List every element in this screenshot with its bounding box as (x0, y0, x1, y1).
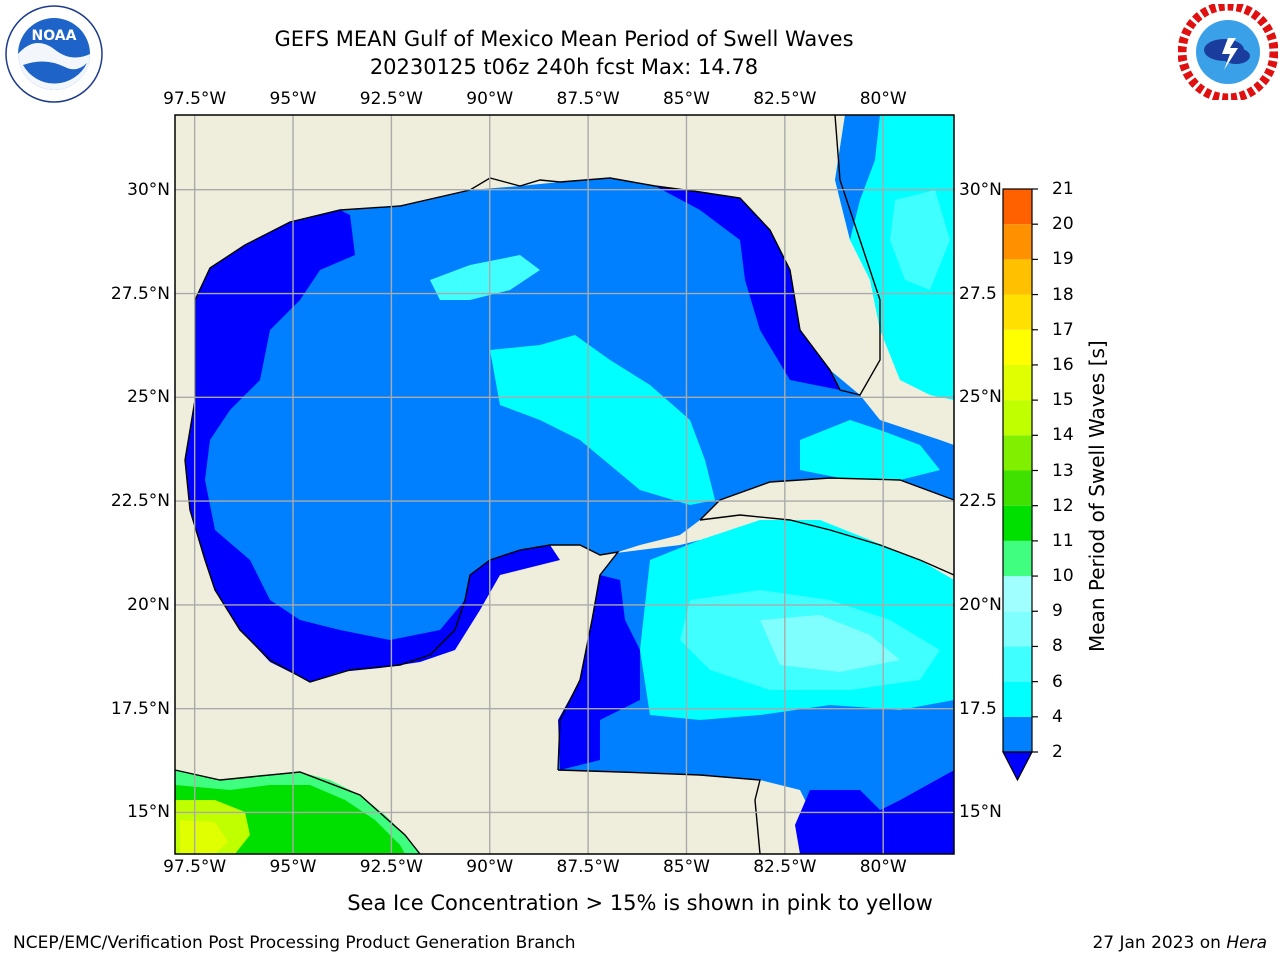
colorbar-under-extension (1002, 751, 1033, 782)
gulf-field-4-6s-north (430, 255, 540, 300)
atlantic-field-2-4s (835, 115, 880, 240)
lat-tick-left: 27.5°N (110, 283, 170, 304)
caribbean-field-8-9s (760, 615, 900, 672)
colorbar-tick-label: 11 (1052, 530, 1074, 551)
lon-tick-bottom: 97.5°W (163, 857, 227, 877)
colorbar-segment (1003, 681, 1032, 717)
colorbar-tick-label: 21 (1052, 179, 1074, 199)
gridlines (175, 115, 954, 854)
lon-tick-top: 82.5°W (753, 89, 817, 109)
colorbar-tick-label: 19 (1052, 249, 1074, 270)
colorbar-segment (1003, 435, 1032, 471)
central-america-coastline (557, 769, 761, 855)
lat-tick-left: 20°N (127, 594, 170, 615)
colorbar-segment (1003, 576, 1032, 612)
lon-tick-bottom: 85°W (662, 857, 710, 877)
lon-tick-bottom: 92.5°W (359, 857, 423, 877)
lon-tick-bottom: 90°W (466, 857, 514, 877)
lon-tick-bottom: 82.5°W (753, 857, 817, 877)
colorbar-segment (1003, 505, 1032, 541)
colorbar-segment (1003, 540, 1032, 577)
svg-text:NOAA: NOAA (32, 28, 77, 44)
lon-tick-top: 92.5°W (359, 89, 423, 109)
coastlines (174, 114, 955, 855)
colorbar-title: Mean Period of Swell Waves [s] (1085, 340, 1109, 652)
map-frame (174, 114, 955, 855)
lat-tick-right: 20°N (959, 594, 1002, 615)
lat-tick-left: 25°N (127, 387, 170, 408)
colorbar-segment (1003, 611, 1032, 647)
colorbar-tick-label: 9 (1052, 601, 1063, 622)
lat-tick-left: 30°N (127, 179, 170, 200)
lon-tick-top: 97.5°W (163, 89, 227, 109)
colorbar-tick-label: 8 (1052, 636, 1063, 657)
colorbar-segment (1003, 294, 1032, 330)
colorbar-segment (1003, 646, 1032, 682)
footer-host: Hera (1226, 933, 1267, 953)
colorbar-tick-label: 17 (1052, 319, 1074, 340)
lon-tick-top: 87.5°W (556, 89, 620, 109)
colorbar-tick-label: 4 (1052, 706, 1063, 727)
colorbar-tick-label: 16 (1052, 354, 1074, 375)
lon-tick-top: 95°W (269, 89, 317, 109)
colorbar-tick-label: 14 (1052, 425, 1074, 446)
lon-tick-top: 85°W (662, 89, 710, 109)
colorbar-segment (1003, 400, 1032, 436)
lat-tick-left: 22.5°N (110, 491, 170, 512)
lon-tick-bottom: 80°W (859, 857, 907, 877)
colorbar-segment (1003, 189, 1032, 225)
nws-logo (1178, 4, 1278, 100)
footer-branch: NCEP/EMC/Verification Post Processing Pr… (13, 933, 576, 953)
sea-ice-note: Sea Ice Concentration > 15% is shown in … (347, 891, 933, 915)
caribbean-field-under-2s (558, 575, 640, 770)
colorbar-segment (1003, 716, 1032, 752)
chart-subtitle: 20230125 t06z 240h fcst Max: 14.78 (369, 55, 759, 79)
colorbar-tick-label: 12 (1052, 495, 1074, 516)
colorbar-segment (1003, 329, 1032, 365)
colorbar-segment (1003, 364, 1032, 401)
colorbar-tick-label: 2 (1052, 742, 1063, 762)
chart-title: GEFS MEAN Gulf of Mexico Mean Period of … (274, 27, 854, 51)
lat-tick-right: 27.5 (959, 283, 997, 304)
gulf-coastline (184, 114, 881, 461)
colorbar-tick-label: 15 (1052, 390, 1074, 411)
lat-tick-left: 15°N (127, 802, 170, 823)
gulf-field-4-6s (490, 335, 715, 505)
lat-tick-right: 22.5 (959, 491, 997, 512)
mexico-coastline (184, 459, 620, 771)
colorbar-tick-label: 10 (1052, 566, 1074, 587)
lat-tick-right: 17.5 (959, 698, 997, 719)
atlantic-field-6-8s (890, 190, 950, 290)
pacific-coastline (174, 769, 421, 855)
colorbar-segment (1003, 259, 1032, 295)
lat-tick-left: 17.5°N (110, 698, 170, 719)
lon-tick-top: 80°W (859, 89, 907, 109)
colorbar-tick-label: 20 (1052, 214, 1074, 235)
lat-tick-right: 30°N (959, 179, 1002, 200)
lat-tick-right: 15°N (959, 802, 1002, 823)
colorbar-tick-label: 13 (1052, 460, 1074, 481)
footer-date-text: 27 Jan 2023 on (1092, 933, 1227, 953)
wave-period-field (175, 115, 954, 854)
straits-field-4-6s (800, 420, 940, 480)
lon-tick-bottom: 95°W (269, 857, 317, 877)
noaa-logo: NOAA (5, 5, 103, 103)
colorbar-tick-label: 6 (1052, 671, 1063, 692)
colorbar-tick-label: 18 (1052, 284, 1074, 305)
lon-tick-bottom: 87.5°W (556, 857, 620, 877)
lon-tick-top: 90°W (466, 89, 514, 109)
colorbar-segment (1003, 470, 1032, 506)
gulf-field-under-2s-northeast (655, 186, 840, 390)
lat-tick-right: 25°N (959, 387, 1002, 408)
footer-date: 27 Jan 2023 on Hera (1092, 933, 1267, 953)
pacific-field-14-15s (180, 820, 228, 854)
colorbar-segment (1003, 224, 1032, 260)
cuba-coastline (699, 477, 955, 576)
